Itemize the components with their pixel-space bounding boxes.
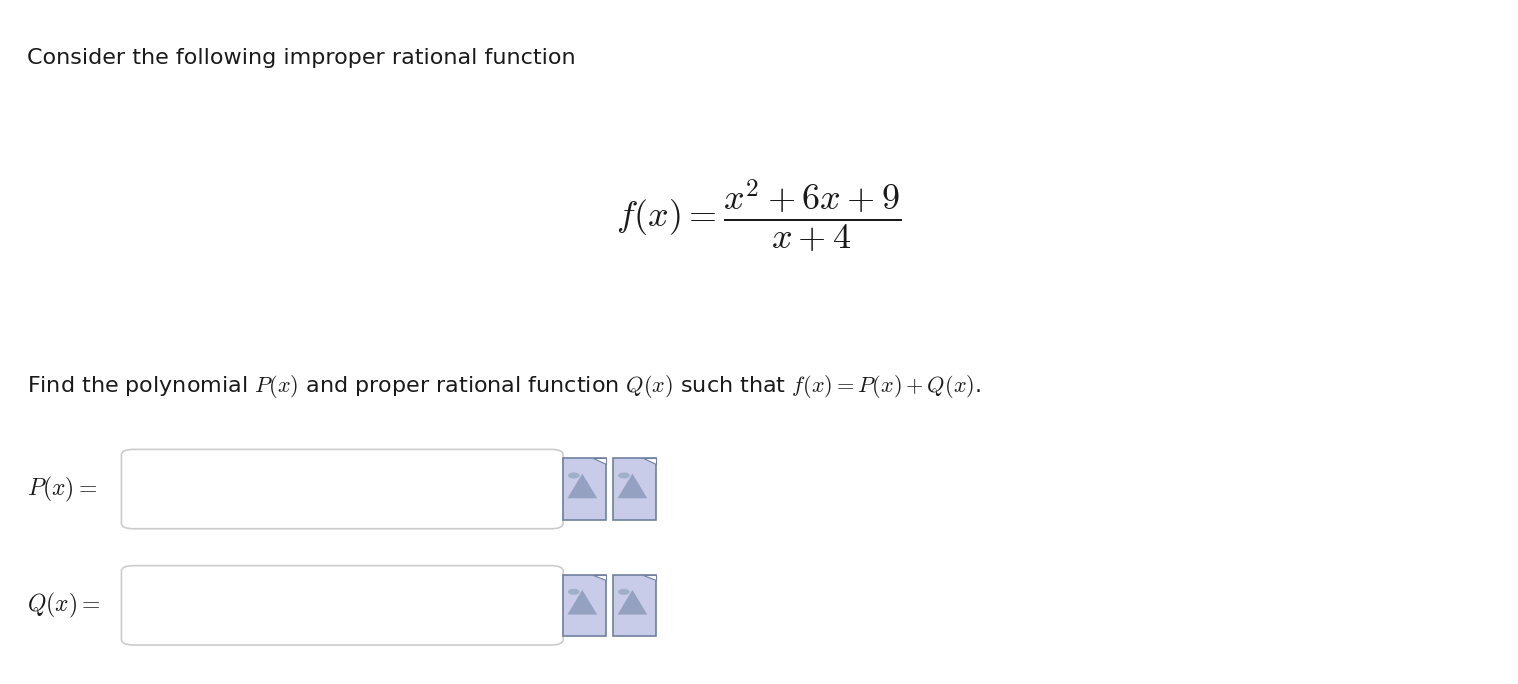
Polygon shape xyxy=(618,474,647,498)
Text: $\mathit{f}(\mathit{x}) = \dfrac{x^2 + 6x + 9}{x + 4}$: $\mathit{f}(\mathit{x}) = \dfrac{x^2 + 6… xyxy=(616,177,902,254)
Text: $Q(x) =$: $Q(x) =$ xyxy=(27,591,102,620)
Text: Find the polynomial $P(x)$ and proper rational function $Q(x)$ such that $f(x) =: Find the polynomial $P(x)$ and proper ra… xyxy=(27,373,981,400)
Polygon shape xyxy=(568,474,597,498)
Circle shape xyxy=(619,473,628,478)
Text: $P(x) =$: $P(x) =$ xyxy=(27,475,97,503)
FancyBboxPatch shape xyxy=(613,575,656,636)
Polygon shape xyxy=(618,590,647,614)
Polygon shape xyxy=(594,575,606,580)
Polygon shape xyxy=(568,590,597,614)
FancyBboxPatch shape xyxy=(613,458,656,520)
Circle shape xyxy=(569,590,578,594)
FancyBboxPatch shape xyxy=(563,458,606,520)
Polygon shape xyxy=(594,458,606,464)
Circle shape xyxy=(569,473,578,478)
Text: Consider the following improper rational function: Consider the following improper rational… xyxy=(27,48,575,68)
FancyBboxPatch shape xyxy=(121,566,563,645)
FancyBboxPatch shape xyxy=(563,575,606,636)
FancyBboxPatch shape xyxy=(121,449,563,529)
Polygon shape xyxy=(644,458,656,464)
Polygon shape xyxy=(644,575,656,580)
Circle shape xyxy=(619,590,628,594)
